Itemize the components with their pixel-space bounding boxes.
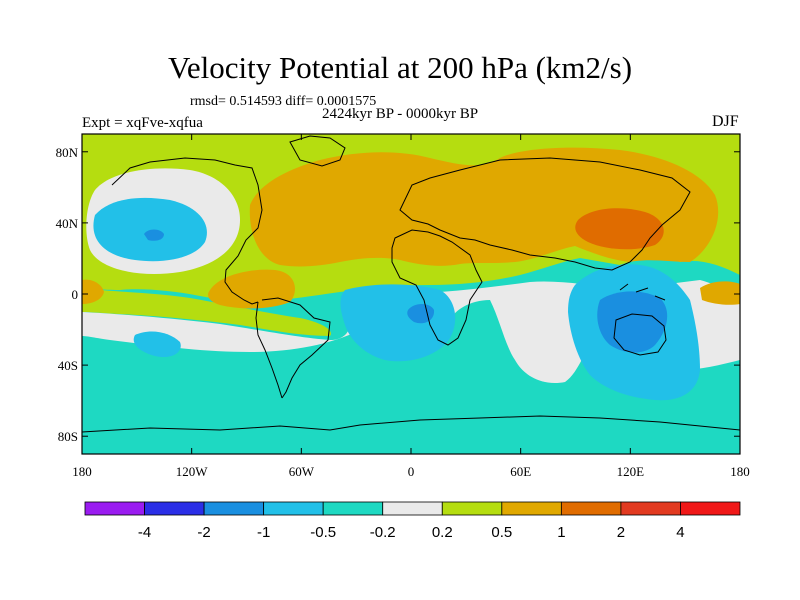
colorbar-swatch: [382, 501, 443, 516]
region-atlantic-negative: [340, 284, 456, 362]
colorbar: -4 -2 -1 -0.5 -0.2 0.2 0.5 1 2 4: [84, 501, 741, 541]
experiment-text: Expt = xqFve-xqfua: [82, 115, 203, 131]
contour-field: [82, 134, 740, 454]
region-north-pacific-core: [144, 229, 164, 241]
colorbar-label: 0.5: [491, 524, 512, 541]
x-tick-label: 180: [730, 464, 750, 479]
colorbar-swatch: [441, 501, 503, 516]
period-text: 2424kyr BP - 0000kyr BP: [322, 106, 479, 122]
colorbar-label: 4: [676, 524, 684, 541]
season-label: DJF: [712, 113, 739, 130]
region-dateline-positive-west: [82, 279, 104, 304]
x-axis: 180 120W 60W 0 60E 120E 180: [72, 134, 750, 479]
x-tick-label: 60E: [510, 464, 531, 479]
region-east-asia-maximum: [575, 208, 664, 250]
region-maritime-continent-core: [597, 291, 668, 353]
x-tick-label: 0: [408, 464, 415, 479]
colorbar-swatch: [84, 501, 145, 516]
y-tick-label: 40S: [58, 358, 78, 373]
x-tick-label: 120W: [176, 464, 209, 479]
y-tick-label: 40N: [56, 216, 79, 231]
region-atlantic-core: [407, 304, 435, 324]
colorbar-label: -4: [138, 524, 151, 541]
colorbar-swatch: [501, 501, 562, 516]
region-pacific-tongue: [82, 288, 331, 336]
rmsd-diff-text: rmsd= 0.514593 diff= 0.0001575: [190, 94, 377, 109]
colorbar-label: -2: [197, 524, 210, 541]
colorbar-swatch: [560, 501, 622, 516]
y-axis: 80N 40N 0 40S 80S: [56, 145, 740, 444]
colorbar-swatch: [203, 501, 265, 516]
colorbar-swatch: [680, 501, 741, 516]
y-tick-label: 80N: [56, 145, 79, 160]
colorbar-label: -0.2: [370, 524, 396, 541]
coastlines: [82, 135, 740, 433]
colorbar-label: 1: [557, 524, 565, 541]
x-tick-label: 60W: [289, 464, 315, 479]
y-tick-label: 0: [72, 287, 79, 302]
colorbar-swatch: [263, 501, 324, 516]
colorbar-label: 2: [617, 524, 625, 541]
colorbar-label: 0.2: [432, 524, 453, 541]
region-dateline-positive-east: [700, 281, 740, 305]
plot-title: Velocity Potential at 200 hPa (km2/s): [167, 50, 633, 85]
x-tick-label: 120E: [617, 464, 645, 479]
colorbar-swatch: [144, 501, 205, 516]
colorbar-label: -1: [257, 524, 270, 541]
x-tick-label: 180: [72, 464, 92, 479]
colorbar-swatch: [620, 501, 681, 516]
colorbar-swatch: [322, 501, 384, 516]
region-north-pacific-negative: [93, 197, 207, 262]
region-south-pacific-negative: [133, 331, 181, 358]
y-tick-label: 80S: [58, 429, 78, 444]
colorbar-label: -0.5: [310, 524, 336, 541]
